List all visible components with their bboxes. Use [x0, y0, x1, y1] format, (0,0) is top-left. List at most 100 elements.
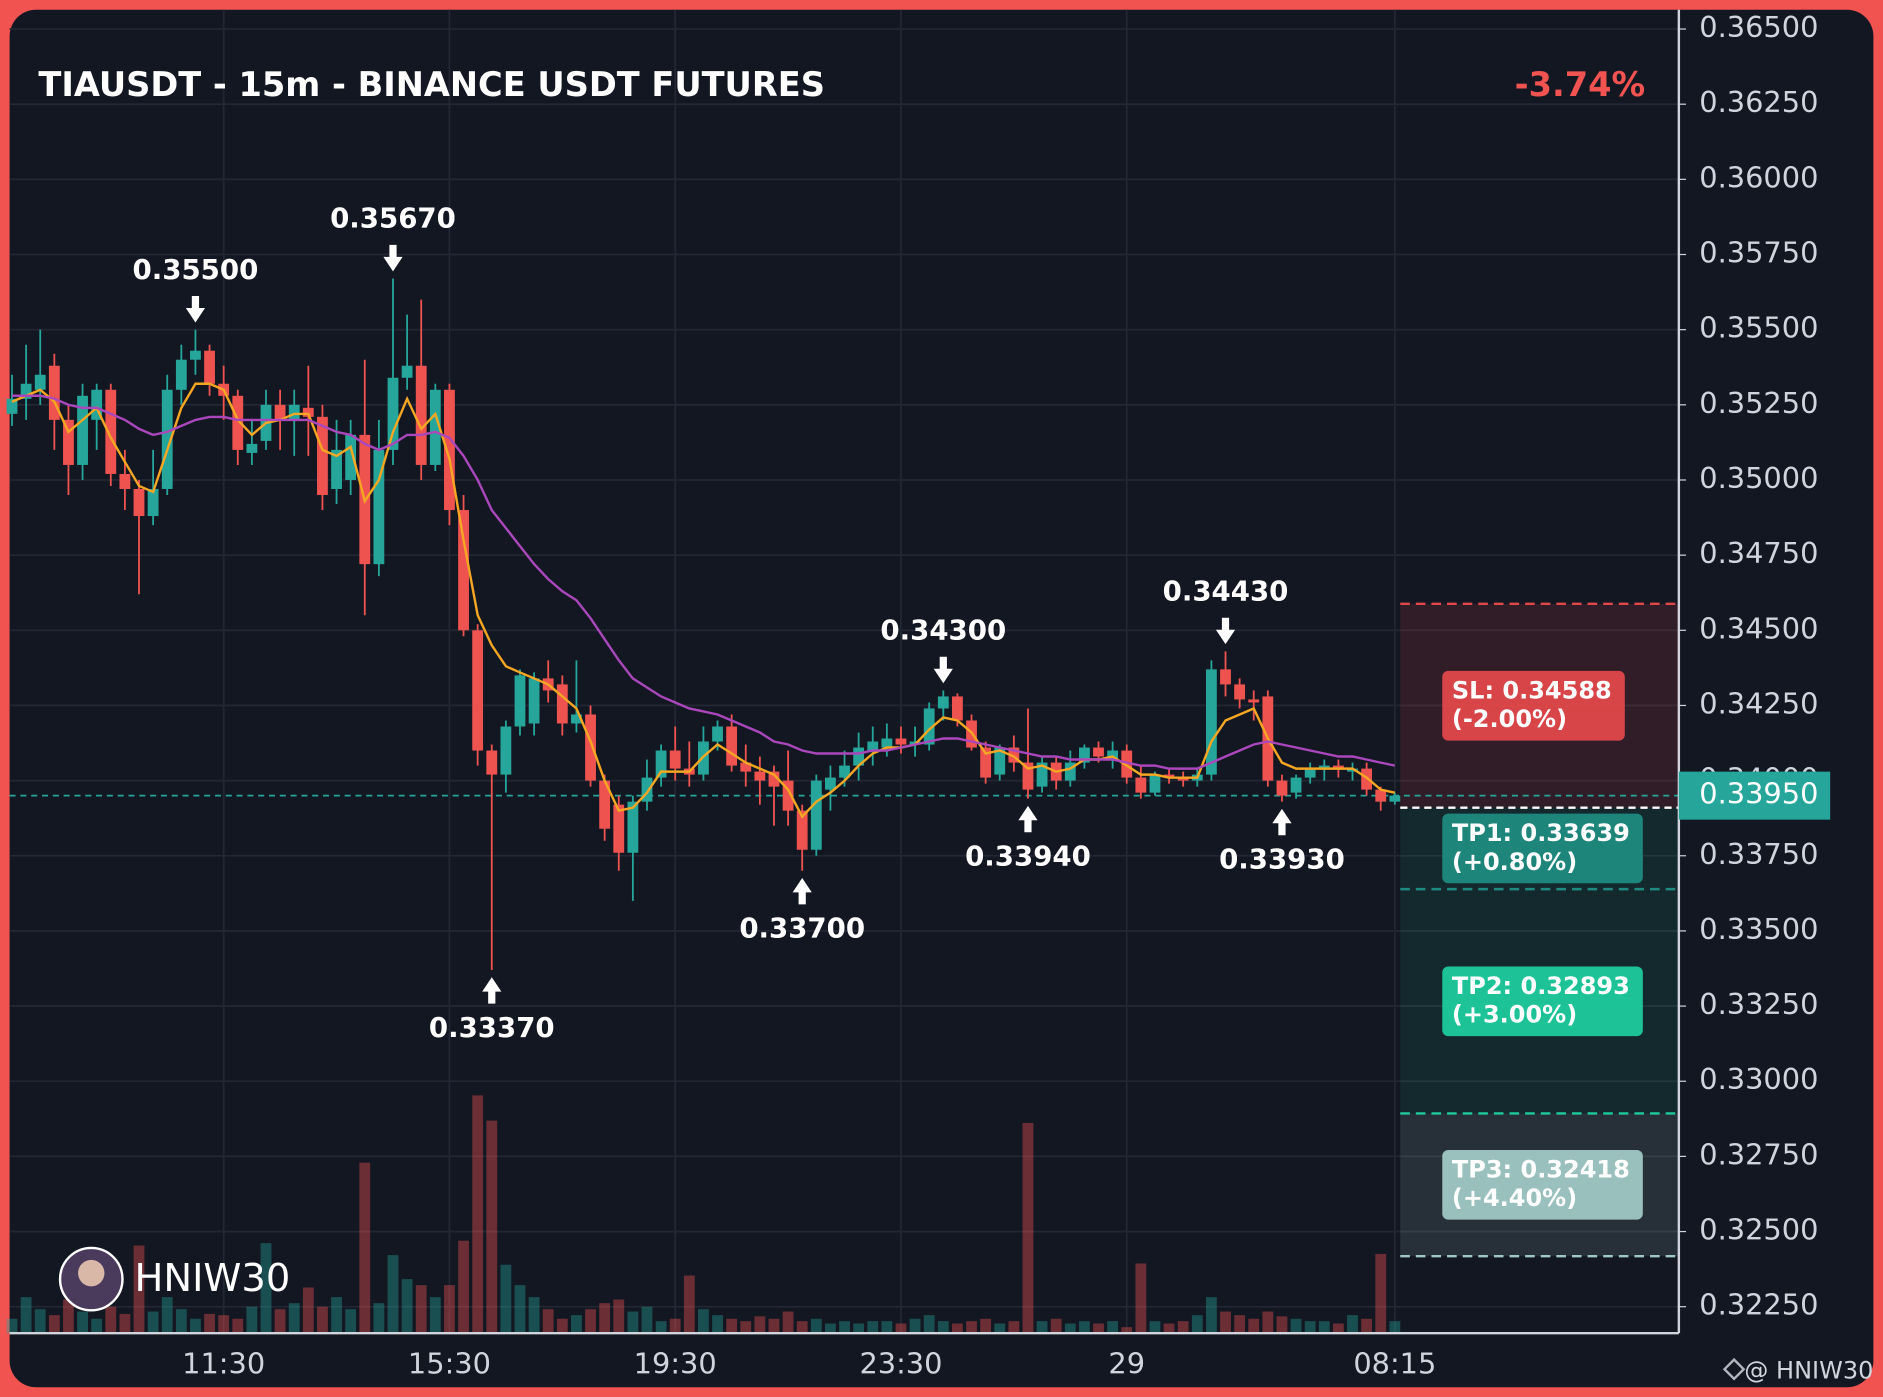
y-tick-label: 0.33500: [1699, 912, 1818, 946]
annotation-label: 0.35670: [330, 202, 456, 235]
level-label: TP3: 0.32418: [1452, 1155, 1630, 1183]
volume-bar: [1079, 1321, 1090, 1334]
volume-bar: [1389, 1321, 1401, 1334]
volume-bar: [782, 1311, 794, 1334]
volume-bar: [698, 1309, 709, 1334]
y-tick-label: 0.34250: [1699, 686, 1818, 720]
volume-bar: [994, 1323, 1006, 1334]
volume-bar: [119, 1313, 131, 1334]
volume-bar: [204, 1313, 215, 1334]
candle-body: [429, 389, 441, 465]
volume-bar: [1177, 1321, 1189, 1334]
annotation-arrow: [792, 878, 812, 905]
volume-bar: [345, 1309, 357, 1334]
x-tick-label: 29: [1108, 1347, 1145, 1381]
candle-body: [246, 443, 258, 453]
avatar-face: [78, 1259, 105, 1287]
volume-bar: [260, 1243, 272, 1334]
volume-bar: [966, 1321, 977, 1334]
candle-body: [387, 377, 399, 450]
candle-body: [175, 359, 187, 390]
candle-body: [1121, 750, 1133, 778]
grid: [9, 9, 1679, 1334]
volume-bar: [1220, 1311, 1231, 1334]
volume-bar: [458, 1240, 469, 1334]
level-box: [1442, 670, 1625, 741]
x-tick-label: 23:30: [859, 1347, 942, 1381]
candle-body: [796, 810, 808, 850]
candle-body: [514, 675, 526, 727]
candle-body: [1332, 765, 1344, 769]
candles: [6, 278, 1401, 971]
y-tick-label: 0.35500: [1699, 311, 1818, 345]
candle-body: [1220, 669, 1231, 685]
volume-bar: [1191, 1315, 1203, 1334]
candle-body: [119, 473, 131, 489]
annotation-arrow: [482, 977, 502, 1004]
volume-bar: [190, 1318, 201, 1334]
volume-bar: [768, 1318, 780, 1334]
volume-bar: [444, 1285, 455, 1334]
candle-body: [204, 350, 215, 384]
candle-body: [486, 750, 498, 775]
annotation-arrow: [1272, 808, 1292, 836]
volume-bar: [288, 1303, 300, 1334]
volume-bar: [1248, 1318, 1260, 1334]
candle-body: [63, 419, 74, 465]
volume-bar: [712, 1315, 723, 1334]
candle-body: [810, 780, 822, 850]
volume-bar: [77, 1311, 88, 1334]
candle-body: [952, 696, 963, 721]
volume-bar: [1036, 1321, 1048, 1334]
candle-body: [599, 780, 611, 829]
candle-body: [190, 350, 201, 360]
annotation-label: 0.33930: [1219, 842, 1345, 875]
moving-average: [11, 382, 1396, 819]
credit-icon: [1722, 1357, 1746, 1381]
candle-body: [923, 708, 935, 745]
candle-body: [1107, 750, 1119, 760]
volume-bar: [500, 1264, 512, 1334]
candle-body: [585, 714, 596, 781]
candle-body: [1234, 684, 1246, 700]
volume-bar: [401, 1279, 413, 1334]
volume-bar: [246, 1306, 258, 1334]
candle-body: [77, 395, 88, 465]
candle-body: [1347, 768, 1358, 772]
y-tick-label: 0.32500: [1699, 1213, 1818, 1247]
candle-body: [571, 714, 582, 724]
volume-bar: [1093, 1323, 1104, 1334]
y-tick-label: 0.33250: [1699, 987, 1818, 1021]
volume-bar: [20, 1297, 32, 1334]
volume-bar: [528, 1297, 540, 1334]
candle-body: [331, 449, 342, 489]
volume-bar: [317, 1306, 328, 1334]
volume-bar: [853, 1323, 865, 1334]
volume-bar: [429, 1297, 441, 1334]
volume-bar: [1361, 1318, 1373, 1334]
candle-body: [161, 389, 173, 489]
volume-bar: [909, 1318, 921, 1334]
candle-body: [1389, 795, 1401, 802]
candle-body: [415, 365, 427, 465]
last-price-tag: [1678, 771, 1831, 820]
candle-body: [1163, 774, 1175, 778]
volume-bar: [571, 1315, 582, 1334]
volume-bar: [627, 1311, 639, 1334]
candle-body: [980, 747, 992, 778]
volume-bar: [387, 1255, 399, 1334]
volume-bar: [613, 1299, 625, 1334]
candle-body: [1064, 762, 1076, 781]
candle-body: [726, 726, 738, 766]
level-box: [1442, 1149, 1643, 1220]
candle-body: [1149, 774, 1161, 793]
volume-bar: [274, 1309, 286, 1334]
volume-bar: [726, 1318, 738, 1334]
volume-bar: [810, 1318, 822, 1334]
volume-bar: [373, 1303, 385, 1334]
candle-body: [768, 771, 780, 787]
volume-bar: [881, 1321, 893, 1334]
volume-bar: [1347, 1315, 1358, 1334]
volume-bar: [867, 1321, 879, 1334]
